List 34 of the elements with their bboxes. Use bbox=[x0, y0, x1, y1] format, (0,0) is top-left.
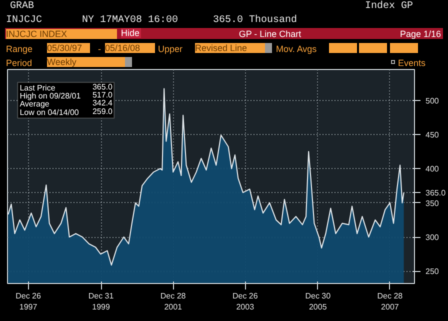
text: Page 1/16 bbox=[400, 29, 442, 39]
x-tick-label: Dec 26 1997 bbox=[16, 292, 42, 312]
text: Events bbox=[398, 58, 426, 68]
y-tick-label: 350 bbox=[426, 198, 440, 208]
text: INJCJC bbox=[6, 15, 42, 26]
x-tick-label: Dec 30 2005 bbox=[305, 292, 332, 312]
text: 365.0 Thousand bbox=[213, 15, 298, 26]
x-tick-label: Dec 26 2003 bbox=[232, 292, 258, 312]
text: Upper bbox=[158, 44, 183, 54]
text: Weekly bbox=[47, 57, 125, 67]
text: Last Price 365.0 bbox=[20, 82, 113, 92]
text: Period bbox=[6, 58, 32, 68]
x-tick-label: Dec 28 2001 bbox=[160, 292, 186, 312]
text: Index GP bbox=[365, 1, 414, 12]
chart-title: GP - Line Chart bbox=[238, 29, 302, 39]
x-tick-label: Dec 31 1999 bbox=[88, 292, 114, 312]
text: GRAB bbox=[10, 1, 34, 12]
y-tick-label: 450 bbox=[426, 130, 440, 140]
y-tick-label: 400 bbox=[426, 164, 440, 174]
text: 05/16/08 bbox=[105, 43, 155, 53]
text: NY 17MAY08 16:00 bbox=[82, 15, 178, 26]
text: Range bbox=[6, 44, 33, 54]
y-tick-label: 365.0 bbox=[426, 188, 446, 198]
text: Mov. Avgs bbox=[276, 44, 317, 54]
y-tick-label: 500 bbox=[426, 96, 440, 106]
y-tick-label: 300 bbox=[426, 233, 440, 242]
y-tick-label: 250 bbox=[426, 267, 440, 276]
text: Revised Line bbox=[195, 43, 265, 53]
text: High on 09/28/01 517.0 bbox=[20, 90, 113, 101]
text: Hide bbox=[121, 28, 141, 38]
x-tick-label: Dec 28 2007 bbox=[377, 292, 404, 312]
text: 05/30/97 bbox=[47, 43, 90, 53]
text: INJCJC INDEX bbox=[6, 29, 117, 39]
text: - bbox=[98, 44, 101, 54]
